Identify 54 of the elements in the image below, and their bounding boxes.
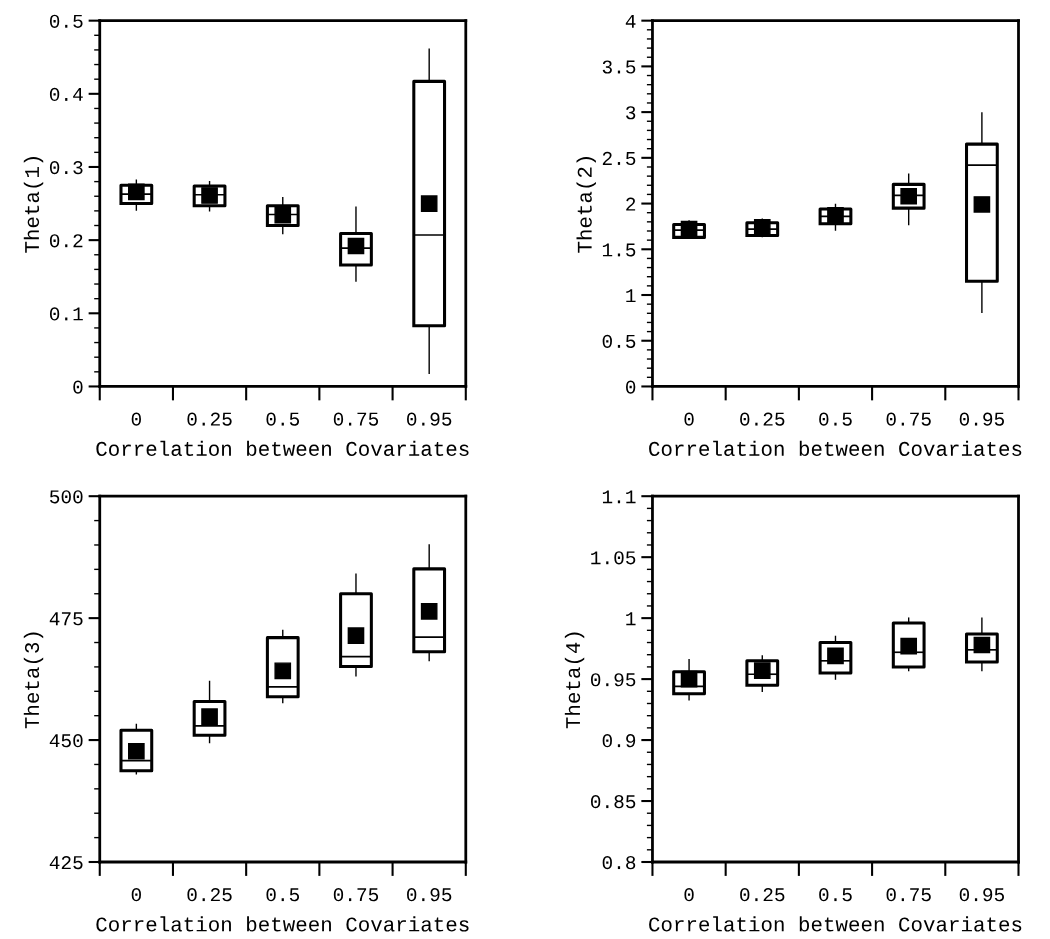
y-axis-title: Theta(3) <box>23 632 44 729</box>
y-tick-label: 0.85 <box>590 795 636 809</box>
x-axis-title: Correlation between Covariates <box>96 916 469 932</box>
y-tick-label: 0.4 <box>49 87 83 102</box>
x-tick-label: 0.75 <box>333 888 379 902</box>
x-axis-title: Correlation between Covariates <box>96 440 469 456</box>
y-tick-label: 1.05 <box>591 551 636 565</box>
y-tick-label: 3 <box>626 106 636 120</box>
y-tick-label: 425 <box>49 856 83 870</box>
x-tick-label: 0.5 <box>819 888 852 902</box>
y-tick-label: 0.8 <box>602 856 636 870</box>
y-tick-label: 0 <box>626 380 636 394</box>
x-tick-label: 0.5 <box>266 888 300 902</box>
y-axis-title: Theta(1) <box>23 157 44 253</box>
x-axis-title: Correlation between Covariates <box>649 440 1022 456</box>
y-tick-label: 0.9 <box>602 734 636 748</box>
x-tick-label: 0.75 <box>886 412 931 426</box>
x-tick-label: 0.25 <box>740 888 785 902</box>
y-tick-label: 0 <box>73 380 83 394</box>
y-tick-label: 450 <box>49 734 83 748</box>
x-tick-label: 0.25 <box>187 888 232 902</box>
y-tick-label: 500 <box>49 490 83 504</box>
x-tick-label: 0.25 <box>740 412 785 426</box>
x-tick-label: 0.95 <box>407 888 452 902</box>
y-tick-label: 475 <box>49 612 83 626</box>
x-tick-label: 0.95 <box>959 412 1004 426</box>
y-tick-label: 2.5 <box>602 151 636 166</box>
x-tick-label: 0.25 <box>187 412 232 426</box>
x-tick-label: 0.5 <box>266 412 300 426</box>
y-tick-label: 0.2 <box>49 234 83 248</box>
x-tick-label: 0.5 <box>819 412 852 426</box>
x-tick-label: 0 <box>131 412 141 426</box>
y-tick-label: 1.5 <box>602 243 636 257</box>
y-tick-label: 0.3 <box>49 161 83 175</box>
y-tick-label: 1.1 <box>602 490 636 504</box>
x-tick-label: 0 <box>684 888 694 902</box>
y-tick-label: 3.5 <box>602 60 636 74</box>
y-tick-label: 4 <box>625 14 636 28</box>
y-axis-title: Theta(2) <box>576 157 596 253</box>
y-axis-title: Theta(4) <box>564 632 585 729</box>
y-tick-label: 0.5 <box>49 14 83 28</box>
x-tick-label: 0.75 <box>333 412 379 426</box>
y-tick-label: 1 <box>626 612 636 626</box>
x-tick-label: 0.75 <box>886 888 931 902</box>
x-axis-title: Correlation between Covariates <box>649 916 1022 932</box>
y-tick-label: 0.1 <box>49 307 83 321</box>
x-tick-label: 0 <box>131 888 141 902</box>
y-tick-label: 0.95 <box>590 673 636 687</box>
x-tick-label: 0.95 <box>407 412 452 426</box>
x-tick-label: 0.95 <box>959 888 1004 902</box>
y-tick-label: 0.5 <box>602 334 636 348</box>
y-tick-label: 1 <box>626 289 636 303</box>
x-tick-label: 0 <box>684 412 694 426</box>
y-tick-label: 2 <box>626 197 636 211</box>
